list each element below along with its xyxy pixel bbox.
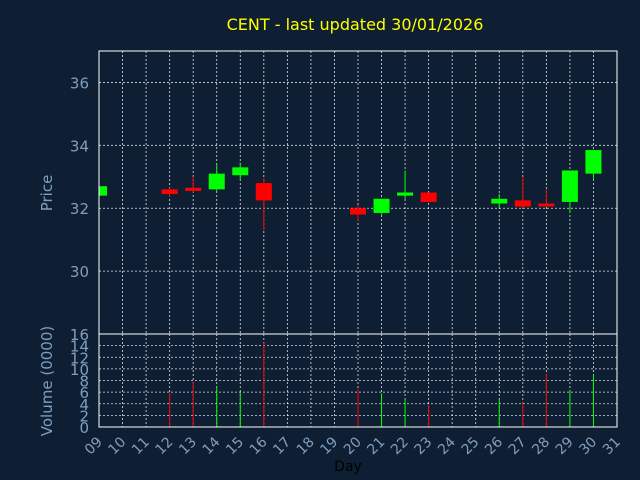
- day-tick-label: 16: [247, 434, 271, 458]
- day-tick-label: 26: [482, 434, 506, 458]
- candle-body: [161, 189, 178, 195]
- day-tick-label: 15: [223, 434, 247, 458]
- candle-body: [232, 167, 249, 176]
- candle-body: [350, 208, 366, 215]
- price-axis-ticks: 30 32 34 36: [70, 74, 89, 281]
- candle-body: [561, 170, 578, 202]
- day-tick-label: 17: [270, 434, 294, 458]
- candle-body: [491, 198, 508, 204]
- volume-tick-label: 0: [79, 419, 89, 437]
- price-tick-label: 30: [70, 263, 89, 281]
- candle-body: [538, 203, 555, 207]
- candle-body: [185, 187, 202, 191]
- day-tick-label: 25: [459, 434, 483, 458]
- candle-body: [514, 200, 531, 207]
- volume-bars: [169, 342, 594, 427]
- price-axis-label: Price: [38, 175, 56, 212]
- volume-tick-label: 2: [79, 407, 89, 425]
- day-tick-label: 27: [506, 434, 530, 458]
- day-tick-label: 12: [153, 434, 177, 458]
- day-tick-label: 13: [176, 434, 200, 458]
- day-tick-label: 29: [553, 434, 577, 458]
- candle-body: [255, 183, 272, 201]
- volume-tick-label: 10: [70, 361, 89, 379]
- volume-tick-label: 6: [79, 384, 89, 402]
- price-tick-label: 32: [70, 200, 89, 218]
- day-tick-label: 31: [600, 434, 624, 458]
- volume-tick-label: 4: [79, 396, 89, 414]
- day-axis-ticks: 09 10 11 12 13 14 15 16 17 18 19 20 21 22 23 24 25 26 27 28…: [82, 434, 624, 458]
- price-tick-label: 34: [70, 137, 89, 155]
- candle-body: [420, 192, 437, 202]
- candlesticks: [98, 150, 602, 231]
- volume-panel-frame: [98, 333, 618, 428]
- day-tick-label: 11: [129, 434, 153, 458]
- volume-tick-label: 8: [79, 373, 89, 391]
- day-tick-label: 14: [200, 434, 224, 458]
- volume-tick-label: 16: [70, 326, 89, 344]
- candle-body: [99, 186, 107, 196]
- day-tick-label: 30: [576, 434, 600, 458]
- candle-body: [397, 192, 414, 196]
- volume-axis-label: Volume (0000): [38, 326, 56, 436]
- price-tick-label: 36: [70, 74, 89, 92]
- day-tick-label: 23: [412, 434, 436, 458]
- day-tick-label: 22: [388, 434, 412, 458]
- day-tick-label: 24: [435, 434, 459, 458]
- candle-body: [208, 173, 225, 190]
- candle-body: [585, 150, 602, 174]
- volume-tick-label: 14: [70, 338, 89, 356]
- day-axis-label: Day: [334, 459, 362, 475]
- day-tick-label: 20: [341, 434, 365, 458]
- chart-title: CENT - last updated 30/01/2026: [227, 15, 484, 34]
- volume-tick-label: 12: [70, 349, 89, 367]
- day-tick-label: 19: [317, 434, 341, 458]
- day-tick-label: 18: [294, 434, 318, 458]
- candle-body: [373, 198, 390, 213]
- day-tick-label: 10: [105, 434, 129, 458]
- day-tick-label: 28: [529, 434, 553, 458]
- day-tick-label: 09: [82, 434, 106, 458]
- day-tick-label: 21: [364, 434, 388, 458]
